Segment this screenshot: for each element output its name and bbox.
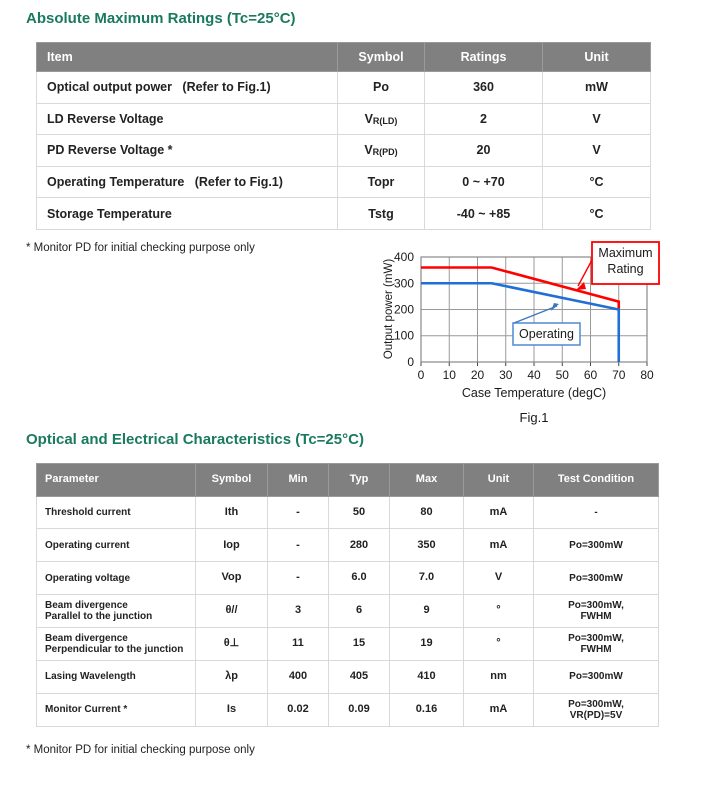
svg-text:0: 0 — [418, 368, 425, 382]
svg-text:40: 40 — [527, 368, 541, 382]
svg-text:Maximum: Maximum — [598, 246, 652, 260]
svg-text:10: 10 — [443, 368, 457, 382]
svg-text:60: 60 — [584, 368, 598, 382]
svg-text:Fig.1: Fig.1 — [520, 410, 549, 425]
svg-text:50: 50 — [556, 368, 570, 382]
svg-text:400: 400 — [394, 250, 414, 264]
svg-text:100: 100 — [394, 329, 414, 343]
svg-text:80: 80 — [640, 368, 654, 382]
svg-text:20: 20 — [471, 368, 485, 382]
svg-text:30: 30 — [499, 368, 513, 382]
svg-text:Case Temperature (degC): Case Temperature (degC) — [462, 386, 606, 400]
svg-text:0: 0 — [407, 355, 414, 369]
svg-text:Operating: Operating — [519, 327, 574, 341]
svg-text:Output power (mW): Output power (mW) — [383, 259, 395, 359]
svg-text:200: 200 — [394, 303, 414, 317]
svg-text:Rating: Rating — [607, 262, 643, 276]
svg-text:300: 300 — [394, 277, 414, 291]
svg-text:70: 70 — [612, 368, 626, 382]
